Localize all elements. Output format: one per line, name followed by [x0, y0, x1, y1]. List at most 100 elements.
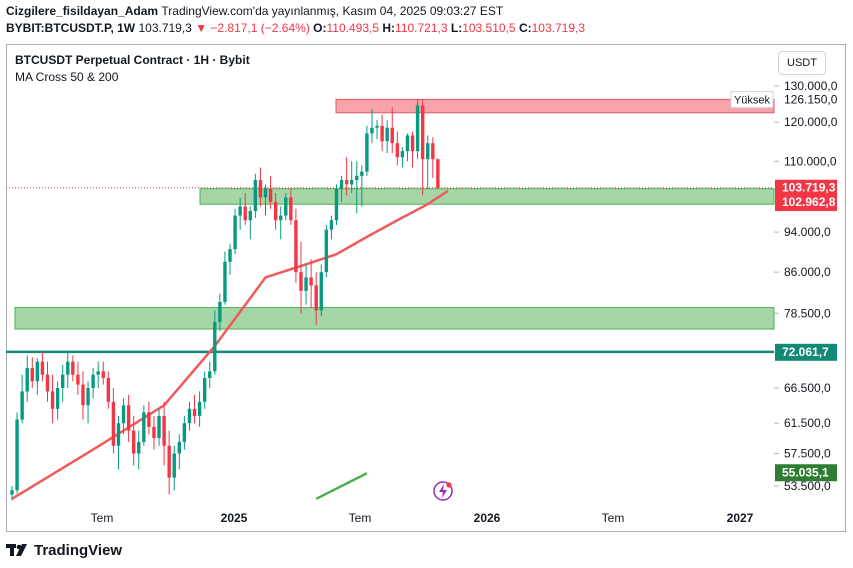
candle: [431, 137, 435, 178]
candle-body: [284, 197, 288, 216]
candle: [380, 114, 384, 152]
candle-body: [157, 415, 161, 439]
candle: [96, 361, 100, 389]
candle: [309, 259, 313, 308]
candle: [81, 371, 85, 420]
candle: [360, 165, 364, 207]
candle-body: [152, 426, 156, 439]
high-label: Yüksek: [734, 95, 771, 107]
candle-body: [45, 374, 50, 392]
alert-icon: [433, 481, 453, 501]
candle-body: [400, 151, 405, 158]
candle-body: [172, 453, 176, 478]
candle-body: [202, 377, 207, 402]
chart-title: BTCUSDT Perpetual Contract · 1H · Bybit: [15, 53, 250, 67]
candle: [218, 293, 222, 331]
candle: [248, 206, 252, 240]
candle: [349, 161, 354, 194]
candle-body: [365, 133, 369, 172]
candle-body: [142, 412, 146, 442]
y-tick-label: 130.000,0: [784, 79, 838, 93]
candle-body: [268, 188, 273, 202]
candle-body: [76, 374, 80, 385]
candle: [35, 358, 40, 395]
candle: [182, 415, 187, 450]
candle: [50, 374, 55, 424]
x-tick-label: Tem: [602, 511, 625, 525]
indicator-label[interactable]: MA Cross 50 & 200: [15, 70, 119, 84]
last-price-badge: 103.719,3: [782, 181, 836, 195]
y-tick-label: 57.500,0: [784, 447, 831, 461]
candle-body: [208, 371, 212, 378]
candle-body: [431, 143, 435, 160]
candle: [131, 415, 136, 466]
candle-body: [304, 277, 308, 291]
candle-body: [86, 388, 90, 406]
price-chart[interactable]: 130.000,0 120.000,0 110.000,0 94.000,0 86.00…: [6, 44, 846, 532]
candle: [202, 371, 207, 409]
high-value: 110.721,3: [395, 21, 448, 35]
candle-body: [243, 206, 247, 221]
candle-body: [81, 384, 85, 406]
publisher-line: Cizgilere_fisildayan_Adam TradingView.co…: [6, 4, 503, 18]
candle: [76, 361, 80, 395]
candle: [420, 99, 425, 196]
candle-body: [121, 405, 126, 424]
author-name[interactable]: Cizgilere_fisildayan_Adam: [6, 4, 159, 18]
candle-body: [213, 321, 217, 372]
candle: [253, 173, 258, 218]
candle: [213, 310, 217, 375]
candle-body: [30, 368, 34, 382]
candle-body: [167, 445, 171, 478]
candle-body: [50, 391, 55, 409]
candle-body: [126, 405, 131, 431]
candle: [66, 352, 70, 389]
candle: [334, 184, 339, 225]
currency-button[interactable]: USDT: [778, 51, 826, 75]
candle-body: [314, 285, 318, 311]
candle-body: [279, 215, 283, 221]
published-text: TradingView.com'da yayınlanmış, Kasım 04…: [161, 4, 504, 18]
y-tick-label: 78.500,0: [784, 306, 831, 320]
candle-body: [61, 374, 65, 389]
candle-body: [309, 277, 313, 286]
candle-body: [299, 272, 303, 291]
candle-body: [71, 361, 75, 375]
candle-body: [35, 361, 40, 382]
candle-body: [218, 301, 222, 322]
candle: [233, 208, 237, 255]
candle-body: [55, 388, 60, 409]
candle-body: [96, 371, 100, 375]
high-label: H:: [382, 21, 396, 35]
tradingview-footer: TradingView: [6, 540, 122, 560]
candle: [142, 405, 146, 446]
candle-body: [40, 361, 45, 375]
candle: [258, 167, 263, 207]
candle: [370, 109, 374, 144]
candle: [344, 157, 349, 196]
ohlc-line: BYBIT:BTCUSDT.P, 1W 103.719,3 ▼ −2.817,1…: [6, 21, 585, 35]
candle: [228, 244, 232, 275]
open-label: O:: [313, 21, 327, 35]
candle: [365, 125, 369, 176]
y-tick-label: 86.000,0: [784, 265, 831, 279]
candle-body: [162, 415, 166, 446]
level-price-badge-bg: [775, 343, 837, 361]
candle: [10, 486, 14, 501]
ma-green-price-badge: 55.035,1: [782, 465, 829, 479]
candle-body: [355, 175, 359, 181]
candle: [314, 272, 318, 325]
candle: [355, 161, 359, 214]
candle-body: [385, 127, 389, 142]
candle: [400, 147, 405, 168]
candle-body: [253, 180, 258, 212]
ma-price-badge: 102.962,8: [782, 195, 836, 209]
candle-body: [370, 127, 374, 134]
close-label: C:: [518, 21, 532, 35]
candle: [187, 401, 192, 431]
candle-body: [177, 441, 182, 454]
candle-body: [324, 229, 329, 273]
candle: [238, 197, 242, 230]
candle: [385, 120, 389, 154]
candle: [167, 430, 171, 495]
